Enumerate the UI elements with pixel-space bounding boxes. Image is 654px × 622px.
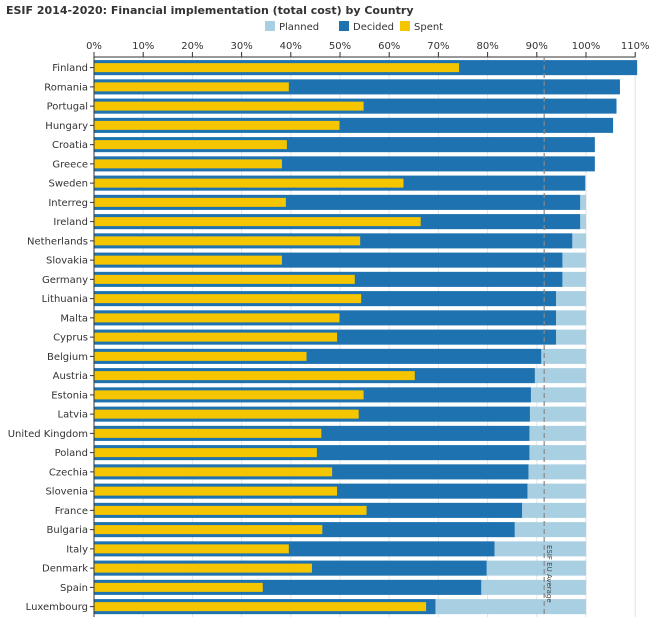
bar-spent bbox=[94, 428, 322, 438]
bar-spent bbox=[94, 602, 427, 612]
tick-label: 100% bbox=[572, 41, 601, 52]
category-label: Czechia bbox=[49, 467, 88, 478]
category-label: Latvia bbox=[58, 410, 88, 421]
legend-label-spent: Spent bbox=[414, 22, 443, 33]
category-label: Poland bbox=[55, 448, 88, 459]
bar-spent bbox=[94, 409, 359, 419]
category-label: Portugal bbox=[47, 102, 88, 113]
legend: Planned Decided Spent bbox=[265, 21, 443, 33]
category-label: Germany bbox=[42, 275, 88, 286]
category-label: Belgium bbox=[47, 352, 88, 363]
category-label: Malta bbox=[60, 313, 88, 324]
bar-spent bbox=[94, 178, 404, 188]
tick-label: 0% bbox=[86, 41, 102, 52]
category-label: Finland bbox=[52, 63, 88, 74]
tick-label: 90% bbox=[526, 41, 548, 52]
legend-label-decided: Decided bbox=[353, 22, 394, 33]
bar-spent bbox=[94, 505, 367, 515]
bar-spent bbox=[94, 63, 460, 73]
bar-spent bbox=[94, 236, 361, 246]
category-label: Lithuania bbox=[42, 294, 88, 305]
bar-spent bbox=[94, 294, 362, 304]
bar-spent bbox=[94, 332, 338, 342]
bars bbox=[94, 57, 638, 615]
x-axis-ticks: 0% 10% 20% 30% 40% 50% 60% 70% 80% 90% 100% 110% bbox=[86, 41, 650, 58]
category-label: Estonia bbox=[51, 390, 88, 401]
legend-swatch-planned bbox=[265, 21, 275, 31]
category-label: Ireland bbox=[53, 217, 88, 228]
category-label: Slovakia bbox=[46, 256, 88, 267]
tick-label: 30% bbox=[230, 41, 252, 52]
chart-title: ESIF 2014-2020: Financial implementation… bbox=[6, 4, 414, 17]
category-label: Sweden bbox=[48, 179, 88, 190]
legend-label-planned: Planned bbox=[279, 22, 319, 33]
category-label: Cyprus bbox=[53, 333, 88, 344]
reference-line-label: ESIF EU Average bbox=[545, 545, 553, 603]
legend-swatch-decided bbox=[339, 21, 349, 31]
tick-label: 50% bbox=[329, 41, 351, 52]
bar-spent bbox=[94, 371, 415, 381]
bar-spent bbox=[94, 120, 340, 130]
bar-spent bbox=[94, 274, 355, 284]
category-label: Romania bbox=[44, 82, 88, 93]
bar-spent bbox=[94, 448, 317, 458]
bar-spent bbox=[94, 82, 289, 92]
bar-spent bbox=[94, 159, 282, 169]
bar-spent bbox=[94, 390, 364, 400]
category-label: Spain bbox=[60, 583, 88, 594]
category-label: Italy bbox=[66, 544, 88, 555]
category-label: Interreg bbox=[48, 198, 88, 209]
category-label: Netherlands bbox=[27, 236, 88, 247]
category-label: Bulgaria bbox=[47, 525, 88, 536]
bar-spent bbox=[94, 313, 340, 323]
bar-spent bbox=[94, 197, 286, 207]
bar-spent bbox=[94, 544, 289, 554]
tick-label: 20% bbox=[181, 41, 203, 52]
bar-spent bbox=[94, 582, 263, 592]
bar-spent bbox=[94, 217, 421, 227]
bar-spent bbox=[94, 467, 333, 477]
category-label: Hungary bbox=[45, 121, 88, 132]
category-label: Slovenia bbox=[45, 487, 88, 498]
category-label: United Kingdom bbox=[8, 429, 88, 440]
bar-spent bbox=[94, 525, 323, 535]
legend-swatch-spent bbox=[400, 21, 410, 31]
bar-spent bbox=[94, 351, 307, 361]
category-label: Croatia bbox=[52, 140, 88, 151]
tick-label: 60% bbox=[378, 41, 400, 52]
tick-label: 40% bbox=[280, 41, 302, 52]
reference-line: ESIF EU Average bbox=[543, 57, 553, 617]
category-label: Austria bbox=[53, 371, 88, 382]
category-label: France bbox=[55, 506, 88, 517]
category-labels: Finland Romania Portugal Hungary Croatia Gree… bbox=[8, 63, 94, 613]
bar-spent bbox=[94, 140, 287, 150]
bar-spent bbox=[94, 101, 364, 111]
category-label: Luxembourg bbox=[26, 602, 88, 613]
bar-spent bbox=[94, 563, 312, 573]
tick-label: 80% bbox=[476, 41, 498, 52]
category-label: Denmark bbox=[42, 564, 88, 575]
bar-spent bbox=[94, 486, 338, 496]
bar-spent bbox=[94, 255, 282, 265]
tick-label: 10% bbox=[132, 41, 154, 52]
category-label: Greece bbox=[52, 159, 88, 170]
tick-label: 110% bbox=[621, 41, 650, 52]
tick-label: 70% bbox=[427, 41, 449, 52]
